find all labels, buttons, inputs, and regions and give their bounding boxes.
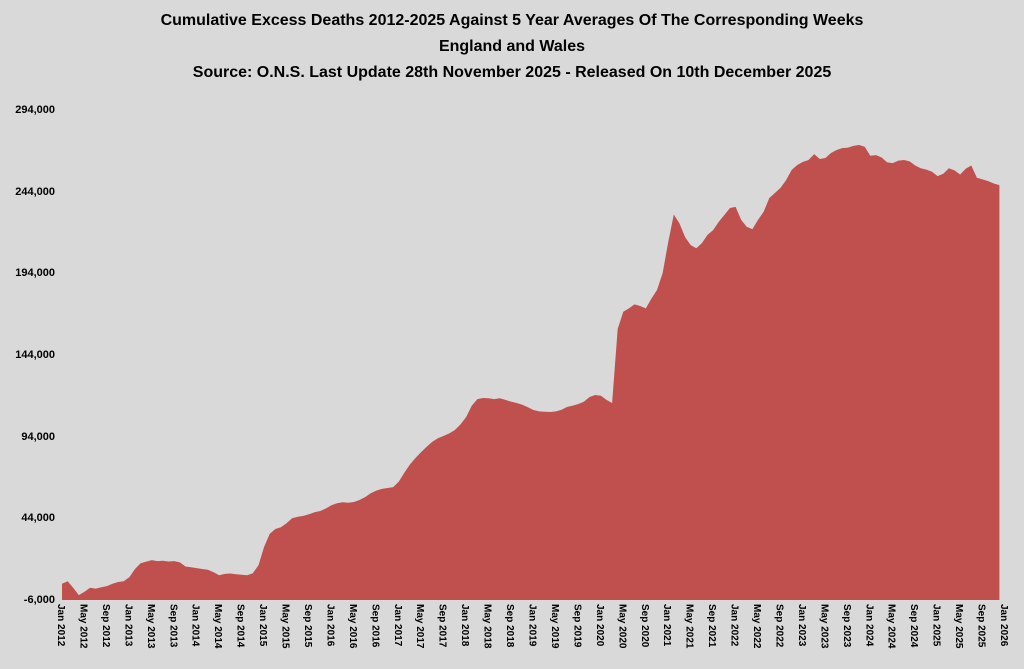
x-tick-label: Sep 2014 xyxy=(234,604,246,648)
x-tick-label: Sep 2018 xyxy=(504,604,516,648)
x-tick-label: Jan 2015 xyxy=(257,604,269,647)
x-tick-label: Jan 2023 xyxy=(795,604,807,647)
x-tick-label: May 2012 xyxy=(77,604,89,649)
x-tick-label: Jan 2014 xyxy=(189,604,201,647)
y-tick-label: 94,000 xyxy=(21,430,55,443)
x-tick-label: May 2015 xyxy=(279,604,291,649)
x-tick-label: Sep 2022 xyxy=(773,604,785,648)
x-tick-label: May 2014 xyxy=(212,604,224,649)
x-tick-label: Sep 2024 xyxy=(908,604,920,648)
y-tick-label: 244,000 xyxy=(15,185,55,198)
x-tick-label: Sep 2023 xyxy=(840,604,852,648)
x-tick-label: Jan 2013 xyxy=(122,604,134,647)
x-tick-label: Sep 2025 xyxy=(975,604,987,648)
x-tick-label: Jan 2017 xyxy=(391,604,403,647)
x-tick-label: Sep 2012 xyxy=(99,604,111,648)
x-tick-label: Jan 2026 xyxy=(998,604,1009,647)
x-tick-label: May 2022 xyxy=(751,604,763,649)
y-tick-label: -6,000 xyxy=(23,594,55,606)
x-tick-label: May 2023 xyxy=(818,604,830,649)
x-tick-label: Jan 2020 xyxy=(593,604,605,647)
chart-title-line1: Cumulative Excess Deaths 2012-2025 Again… xyxy=(160,12,864,29)
area-series xyxy=(62,145,1000,600)
x-tick-label: Jan 2016 xyxy=(324,604,336,647)
y-tick-label: 194,000 xyxy=(15,267,55,280)
x-tick-label: May 2021 xyxy=(683,604,695,649)
x-tick-label: Jan 2025 xyxy=(930,604,942,647)
x-tick-label: Jan 2022 xyxy=(728,604,740,647)
chart-title-line3: Source: O.N.S. Last Update 28th November… xyxy=(192,64,832,81)
y-tick-label: 144,000 xyxy=(15,349,55,361)
x-tick-label: Jan 2024 xyxy=(863,604,875,647)
x-tick-label: Sep 2021 xyxy=(706,604,718,648)
x-tick-label: May 2025 xyxy=(953,604,965,649)
x-tick-label: Sep 2019 xyxy=(571,604,583,648)
x-tick-label: May 2017 xyxy=(414,604,426,649)
x-tick-label: May 2013 xyxy=(144,604,156,649)
x-tick-label: Sep 2020 xyxy=(638,604,650,648)
y-tick-label: 44,000 xyxy=(21,512,55,525)
x-tick-label: May 2018 xyxy=(481,604,493,649)
x-tick-label: Sep 2017 xyxy=(436,604,448,648)
chart-title: Cumulative Excess Deaths 2012-2025 Again… xyxy=(0,8,1024,86)
x-tick-label: Jan 2021 xyxy=(661,604,673,647)
x-tick-label: Sep 2016 xyxy=(369,604,381,648)
y-tick-label: 294,000 xyxy=(15,104,55,116)
x-tick-label: May 2019 xyxy=(548,604,560,649)
chart-title-line2: England and Wales xyxy=(438,38,586,55)
x-tick-label: May 2024 xyxy=(885,604,897,649)
x-tick-label: Sep 2013 xyxy=(167,604,179,648)
x-tick-label: Jan 2018 xyxy=(459,604,471,647)
x-tick-label: Jan 2019 xyxy=(526,604,538,647)
x-tick-label: Sep 2015 xyxy=(301,604,313,648)
x-tick-label: May 2016 xyxy=(346,604,358,649)
x-tick-label: Jan 2012 xyxy=(55,604,66,647)
x-tick-label: May 2020 xyxy=(616,604,628,649)
